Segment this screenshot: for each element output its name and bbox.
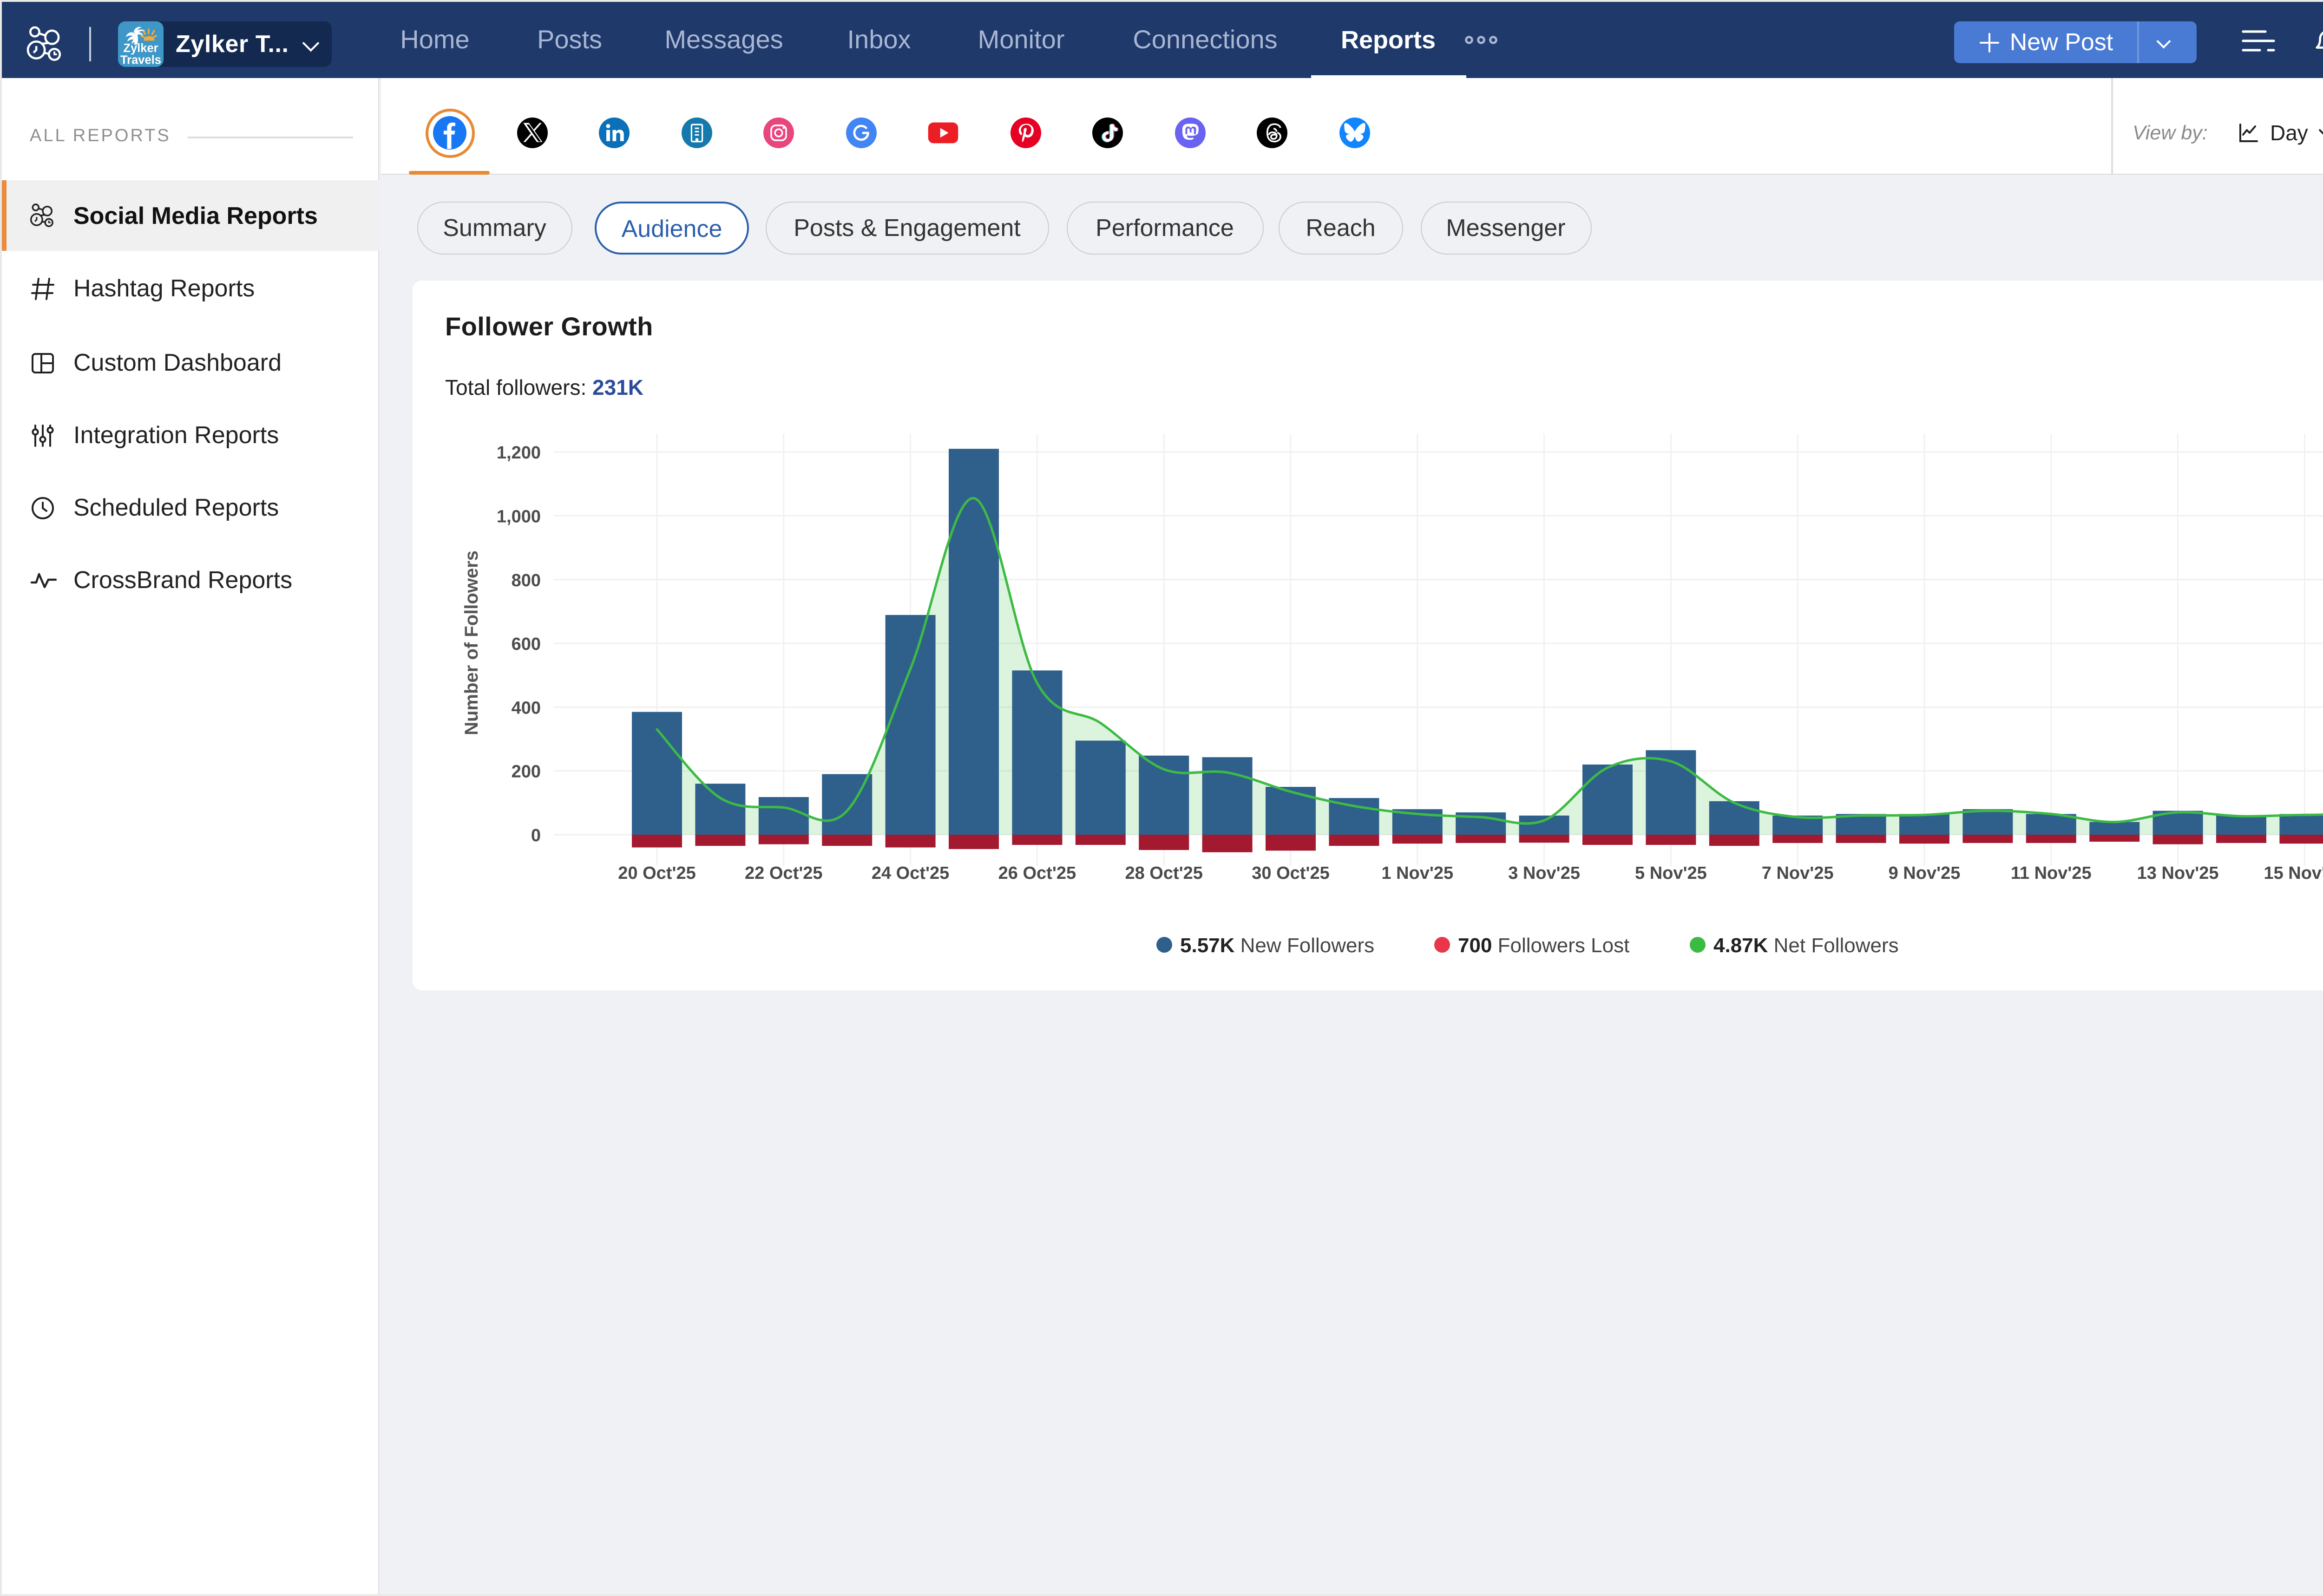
svg-text:Number of Followers: Number of Followers bbox=[461, 550, 482, 735]
svg-text:800: 800 bbox=[512, 571, 541, 590]
svg-text:9 Nov'25: 9 Nov'25 bbox=[1889, 863, 1961, 883]
svg-text:Travels: Travels bbox=[120, 54, 161, 67]
svg-text:20 Oct'25: 20 Oct'25 bbox=[618, 863, 696, 883]
svg-text:400: 400 bbox=[512, 698, 541, 718]
svg-text:5.57K New Followers: 5.57K New Followers bbox=[1180, 934, 1374, 957]
svg-text:24 Oct'25: 24 Oct'25 bbox=[872, 863, 949, 883]
svg-text:26 Oct'25: 26 Oct'25 bbox=[998, 863, 1076, 883]
svg-text:4.87K Net Followers: 4.87K Net Followers bbox=[1713, 934, 1899, 957]
svg-text:28 Oct'25: 28 Oct'25 bbox=[1125, 863, 1202, 883]
svg-text:7 Nov'25: 7 Nov'25 bbox=[1762, 863, 1834, 883]
svg-text:11 Nov'25: 11 Nov'25 bbox=[2011, 863, 2092, 883]
svg-text:22 Oct'25: 22 Oct'25 bbox=[745, 863, 822, 883]
svg-text:600: 600 bbox=[512, 634, 541, 654]
svg-text:3 Nov'25: 3 Nov'25 bbox=[1508, 863, 1580, 883]
svg-text:1 Nov'25: 1 Nov'25 bbox=[1381, 863, 1453, 883]
svg-text:1,000: 1,000 bbox=[497, 507, 541, 526]
svg-text:13 Nov'25: 13 Nov'25 bbox=[2137, 863, 2219, 883]
svg-text:1,200: 1,200 bbox=[497, 443, 541, 463]
svg-text:5 Nov'25: 5 Nov'25 bbox=[1635, 863, 1707, 883]
svg-text:30 Oct'25: 30 Oct'25 bbox=[1252, 863, 1329, 883]
svg-text:Zylker: Zylker bbox=[123, 42, 158, 55]
svg-text:200: 200 bbox=[512, 762, 541, 782]
svg-text:15 Nov'25: 15 Nov'25 bbox=[2264, 863, 2323, 883]
svg-text:700 Followers Lost: 700 Followers Lost bbox=[1458, 934, 1629, 957]
svg-text:0: 0 bbox=[531, 826, 541, 845]
